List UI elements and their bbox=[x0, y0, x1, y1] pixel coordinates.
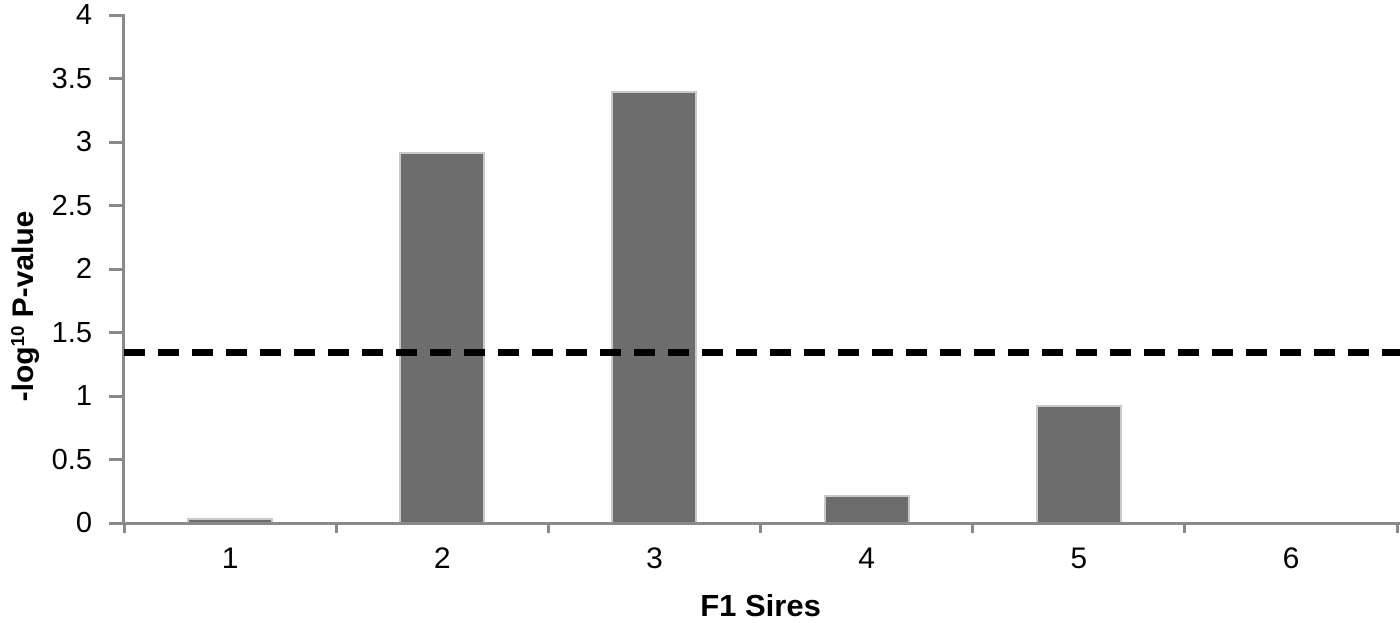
x-tick bbox=[334, 523, 338, 533]
y-tick-label: 1 bbox=[75, 380, 92, 412]
y-tick bbox=[109, 204, 124, 207]
x-tick bbox=[1395, 523, 1399, 533]
x-tick bbox=[546, 523, 550, 533]
y-tick bbox=[109, 521, 124, 525]
y-tick bbox=[109, 331, 124, 334]
x-tick bbox=[1183, 523, 1187, 533]
x-category-label: 6 bbox=[1282, 542, 1300, 575]
y-tick bbox=[109, 458, 124, 461]
threshold-line bbox=[124, 349, 1400, 357]
y-tick-label: 3.5 bbox=[51, 62, 92, 95]
x-tick bbox=[971, 523, 975, 533]
y-tick-label: 1.5 bbox=[51, 316, 92, 349]
bar bbox=[823, 495, 910, 523]
y-tick-label: 2 bbox=[75, 253, 92, 285]
y-tick-label: 0 bbox=[75, 507, 92, 539]
x-tick bbox=[759, 523, 762, 533]
y-tick bbox=[109, 394, 124, 398]
y-tick-label: 4 bbox=[75, 0, 92, 31]
bar bbox=[187, 517, 274, 523]
x-category-label: 1 bbox=[221, 542, 239, 575]
y-tick-label: 2.5 bbox=[51, 189, 92, 222]
x-axis-title: F1 Sires bbox=[700, 588, 821, 623]
x-tick bbox=[122, 523, 126, 533]
x-category-label: 4 bbox=[858, 542, 875, 575]
y-tick bbox=[109, 267, 124, 271]
x-category-label: 2 bbox=[433, 542, 451, 575]
y-tick-label: 3 bbox=[75, 126, 92, 158]
y-tick bbox=[109, 140, 124, 144]
x-category-label: 5 bbox=[1070, 542, 1088, 575]
bar bbox=[1035, 404, 1122, 523]
x-category-label: 3 bbox=[646, 542, 663, 575]
bar bbox=[399, 152, 486, 523]
y-tick bbox=[109, 77, 124, 80]
y-tick bbox=[109, 13, 124, 17]
y-axis-title: -log10 P-value bbox=[7, 211, 41, 402]
bar bbox=[611, 91, 698, 523]
y-tick-label: 0.5 bbox=[51, 443, 92, 476]
